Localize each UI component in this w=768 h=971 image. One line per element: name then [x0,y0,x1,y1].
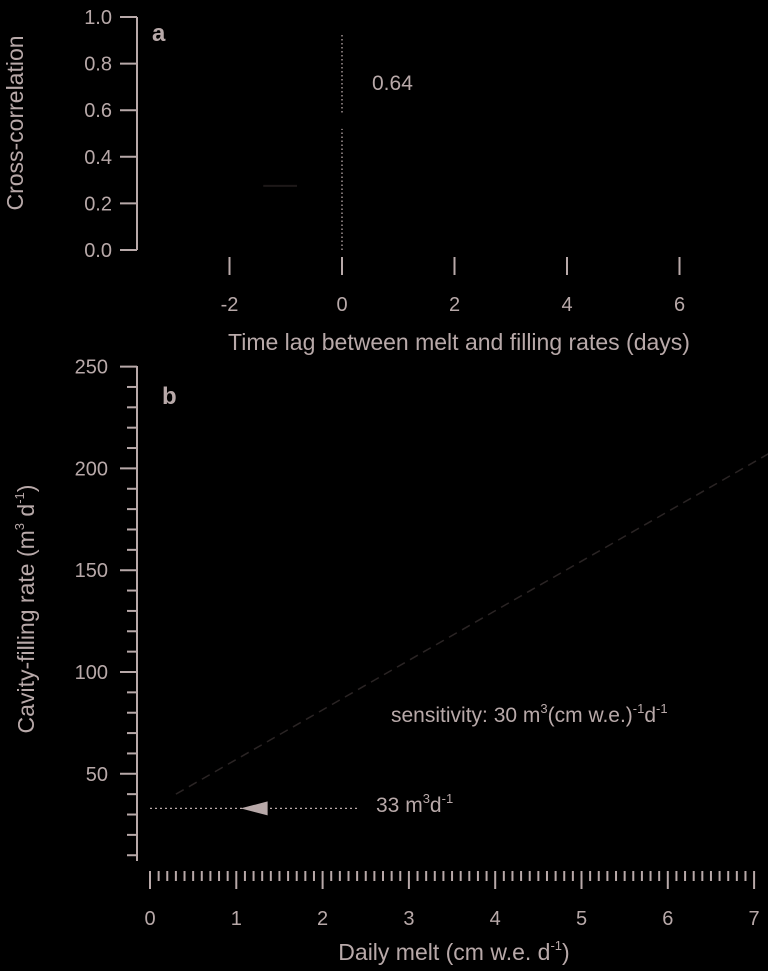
panel-b-y-tick-label: 150 [75,560,108,582]
x-title-end: ) [562,939,570,965]
panel-b-y-tick-label: 100 [75,662,108,684]
y-title-text: Cavity-filling rate (m [13,530,39,733]
panel-a-y-ticks: 0.0 0.2 0.4 0.6 0.8 1.0 [84,7,137,262]
panel-b-x-axis-title: Daily melt (cm w.e. d-1) [338,938,569,965]
panel-a-y-axis-title: Cross-correlation [2,35,28,210]
panel-a-y-tick-label: 0.6 [84,100,112,122]
y-title-end: ) [13,485,39,493]
panel-b-sensitivity-annotation: sensitivity: 30 m3(cm w.e.)-1d-1 [391,701,668,727]
panel-b-intercept-arrow [240,801,268,816]
x-title-text: Daily melt (cm w.e. d [338,939,550,965]
panel-b-x-tick-label: 5 [576,908,587,930]
intercept-sup-1: 3 [423,791,430,806]
panel-b-x-tick-label: 0 [144,908,155,930]
panel-a-peak-annotation: 0.64 [372,72,413,95]
panel-a-x-ticks: -2 0 2 4 6 [221,257,685,316]
panel-b-x-tick-label: 1 [231,908,242,930]
panel-a-series [263,33,343,250]
y-title-sup-1: 3 [12,523,27,530]
y-title-sup-2: -1 [12,492,27,504]
panel-b-x-tick-label: 2 [317,908,328,930]
panel-a-x-tick-label: 2 [449,294,460,316]
sensitivity-sup-2: -1 [633,701,645,716]
panel-a-x-axis-title: Time lag between melt and filling rates … [228,329,690,355]
x-title-sup: -1 [550,938,562,953]
y-title-mid: d [13,504,39,523]
panel-b-y-tick-label: 250 [75,357,108,379]
panel-b-x-tick-label: 6 [662,908,673,930]
panel-b-intercept-annotation: 33 m3d-1 [376,791,453,817]
panel-b-x-tick-label: 3 [403,908,414,930]
sensitivity-sup-3: -1 [656,701,668,716]
panel-b-fit-line [175,453,768,795]
panel-a-x-tick-label: -2 [221,294,239,316]
panel-b-y-tick-label: 200 [75,458,108,480]
panel-b-y-axis-title: Cavity-filling rate (m3 d-1) [12,485,39,734]
panel-a-y-tick-label: 0.0 [84,240,112,262]
panel-a-y-tick-label: 0.2 [84,193,112,215]
sensitivity-mid-2: d [644,704,656,727]
panel-a-y-tick-label: 0.4 [84,147,112,169]
panel-b-label: b [162,383,177,410]
panel-a-y-tick-label: 0.8 [84,54,112,76]
panel-b-x-tick-label: 4 [490,908,501,930]
panel-b-x-ticks: 0 1 2 3 4 5 6 7 [144,871,760,930]
intercept-mid: d [430,794,442,817]
panel-b-y-ticks: 50 100 150 200 250 [75,357,137,857]
panel-a: a 0.0 0.2 0.4 0.6 0.8 1.0 -2 0 2 4 6 0.64 Time la… [2,7,690,355]
panel-a-x-tick-label: 0 [336,294,347,316]
panel-a-x-tick-label: 4 [561,294,572,316]
intercept-sup-2: -1 [442,791,454,806]
sensitivity-prefix: sensitivity: 30 m [391,704,540,727]
panel-b: b 50 100 150 200 250 0 1 2 3 4 5 6 7 sensitivity: 3… [12,357,768,965]
panel-a-x-tick-label: 6 [674,294,685,316]
panel-b-x-tick-label: 7 [749,908,760,930]
intercept-prefix: 33 m [376,794,423,817]
panel-a-label: a [152,20,166,47]
panel-a-y-tick-label: 1.0 [84,7,112,29]
panel-b-y-tick-label: 50 [86,764,108,786]
sensitivity-mid: (cm w.e.) [548,704,633,727]
sensitivity-sup-1: 3 [540,701,547,716]
